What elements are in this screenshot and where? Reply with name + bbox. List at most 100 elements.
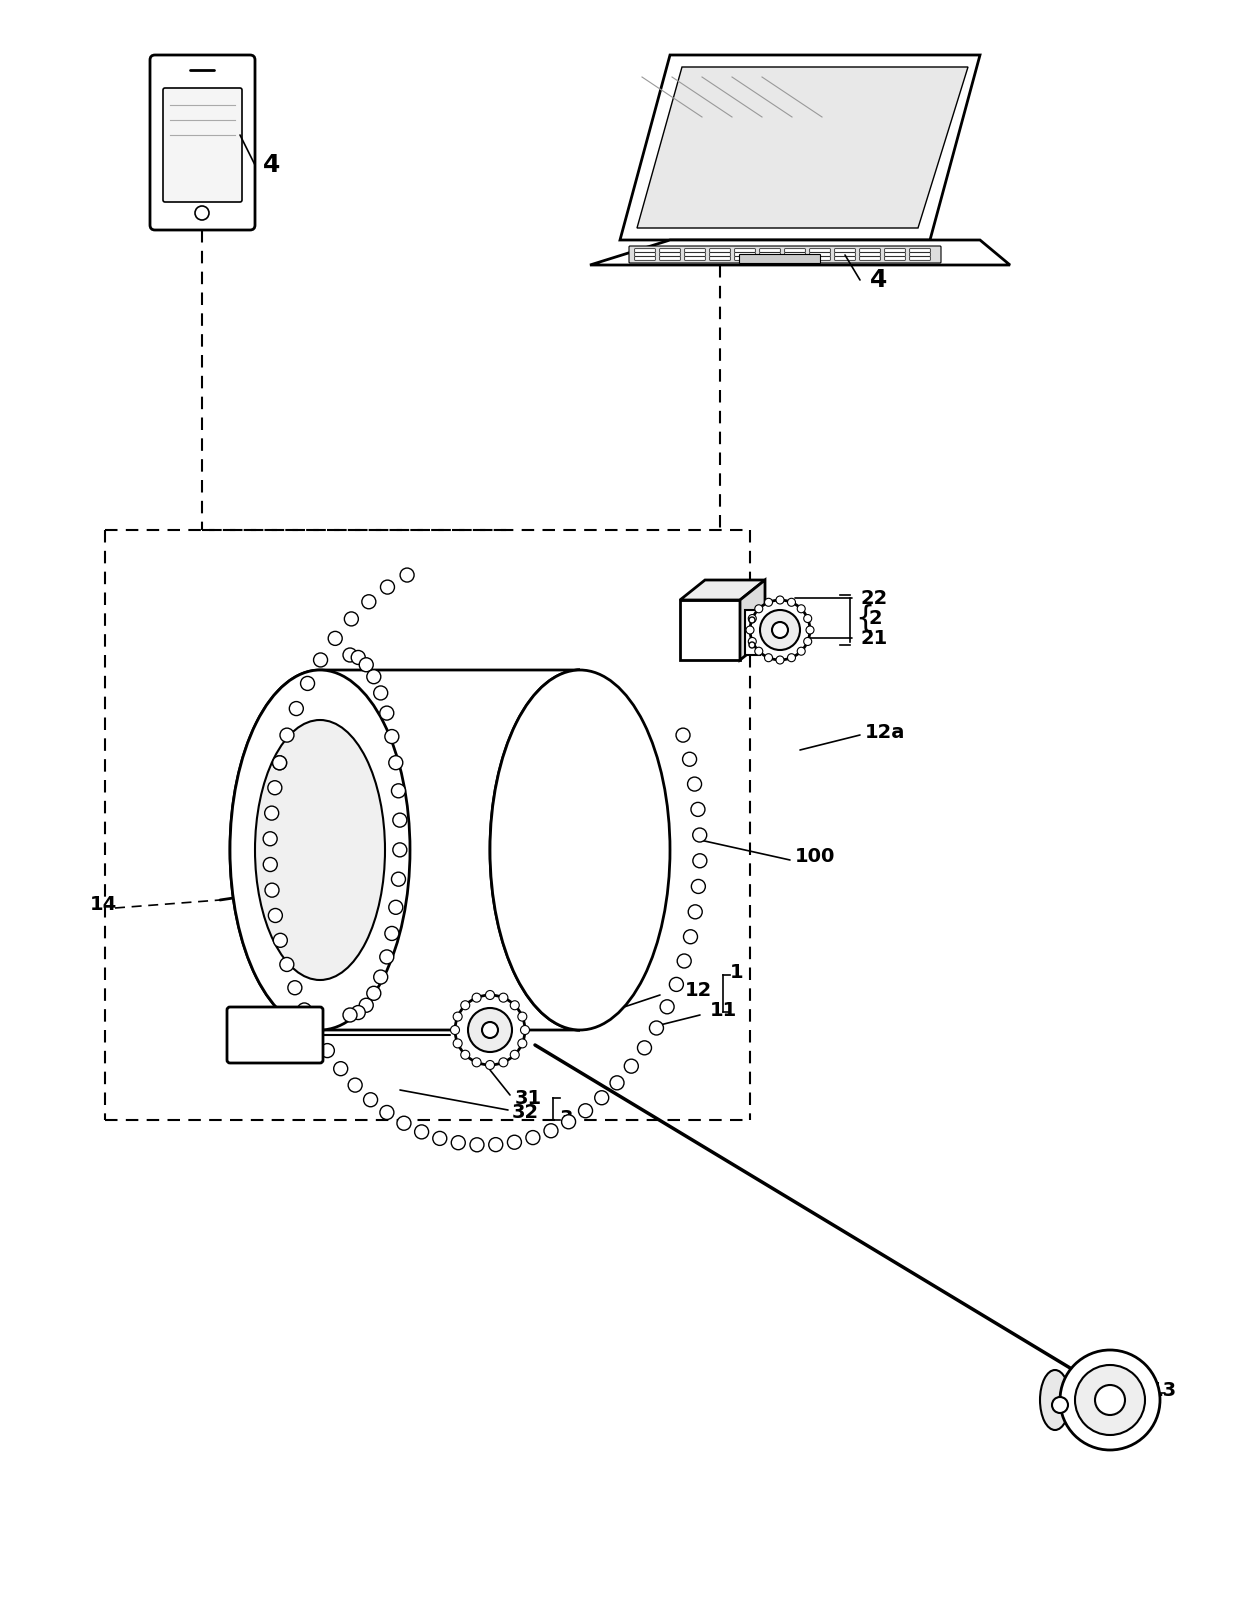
Circle shape	[329, 632, 342, 646]
Circle shape	[693, 854, 707, 868]
Ellipse shape	[1040, 1369, 1070, 1431]
Circle shape	[486, 991, 495, 999]
Circle shape	[461, 1050, 470, 1060]
FancyBboxPatch shape	[162, 89, 242, 201]
FancyBboxPatch shape	[739, 255, 821, 264]
Circle shape	[289, 701, 304, 715]
FancyBboxPatch shape	[684, 253, 706, 256]
Circle shape	[1060, 1350, 1159, 1450]
Circle shape	[624, 1058, 639, 1073]
Circle shape	[367, 986, 381, 1000]
Circle shape	[637, 1041, 651, 1055]
Polygon shape	[740, 580, 765, 661]
Circle shape	[755, 604, 763, 612]
Circle shape	[389, 901, 403, 915]
Text: 21: 21	[861, 628, 888, 648]
Text: 4: 4	[263, 153, 280, 177]
Circle shape	[521, 1026, 529, 1034]
Circle shape	[755, 648, 763, 656]
Circle shape	[507, 1136, 522, 1149]
Circle shape	[389, 756, 403, 770]
Text: 11: 11	[711, 1000, 738, 1020]
Circle shape	[300, 677, 315, 691]
FancyBboxPatch shape	[910, 256, 930, 261]
Circle shape	[453, 1012, 463, 1021]
Circle shape	[195, 206, 210, 221]
Circle shape	[787, 654, 796, 662]
Circle shape	[677, 954, 691, 968]
Circle shape	[268, 781, 281, 794]
FancyBboxPatch shape	[635, 253, 655, 256]
Polygon shape	[620, 55, 980, 240]
FancyBboxPatch shape	[734, 253, 755, 256]
FancyBboxPatch shape	[810, 248, 831, 253]
Circle shape	[518, 1012, 527, 1021]
Circle shape	[750, 599, 810, 661]
Circle shape	[498, 992, 508, 1002]
Polygon shape	[637, 68, 968, 229]
Circle shape	[804, 614, 812, 622]
Circle shape	[765, 654, 773, 662]
Circle shape	[455, 996, 525, 1065]
Text: 4: 4	[870, 267, 888, 292]
Circle shape	[367, 670, 381, 683]
Circle shape	[1052, 1397, 1068, 1413]
Circle shape	[472, 1058, 481, 1066]
Circle shape	[393, 814, 407, 826]
Circle shape	[393, 843, 407, 857]
FancyBboxPatch shape	[709, 256, 730, 261]
Circle shape	[765, 598, 773, 606]
Circle shape	[498, 1058, 508, 1066]
FancyBboxPatch shape	[910, 253, 930, 256]
Circle shape	[379, 950, 394, 963]
Circle shape	[453, 1039, 463, 1047]
FancyBboxPatch shape	[660, 256, 681, 261]
Text: 1: 1	[730, 962, 744, 981]
FancyBboxPatch shape	[684, 248, 706, 253]
Circle shape	[787, 598, 796, 606]
Circle shape	[362, 594, 376, 609]
Circle shape	[482, 1021, 498, 1037]
Circle shape	[804, 638, 812, 646]
Circle shape	[379, 706, 394, 720]
FancyBboxPatch shape	[734, 256, 755, 261]
Circle shape	[360, 999, 373, 1012]
Text: 31: 31	[515, 1089, 542, 1107]
Text: 32: 32	[512, 1102, 539, 1121]
Polygon shape	[229, 670, 580, 1029]
Circle shape	[676, 728, 689, 743]
Circle shape	[748, 614, 756, 622]
Circle shape	[343, 648, 357, 662]
FancyBboxPatch shape	[635, 256, 655, 261]
Circle shape	[610, 1076, 624, 1089]
Circle shape	[595, 1091, 609, 1105]
Circle shape	[273, 933, 288, 947]
Circle shape	[670, 978, 683, 991]
Polygon shape	[680, 580, 765, 599]
Circle shape	[773, 622, 787, 638]
FancyBboxPatch shape	[635, 248, 655, 253]
Circle shape	[806, 627, 813, 635]
Circle shape	[579, 1104, 593, 1118]
Text: 12: 12	[684, 981, 712, 999]
FancyBboxPatch shape	[785, 248, 805, 253]
Circle shape	[314, 652, 327, 667]
Circle shape	[486, 1060, 495, 1070]
Circle shape	[682, 752, 697, 767]
Circle shape	[273, 756, 286, 770]
Circle shape	[268, 909, 283, 923]
Circle shape	[660, 1000, 675, 1013]
Circle shape	[1075, 1365, 1145, 1435]
Circle shape	[351, 651, 366, 664]
Bar	[745, 611, 760, 656]
FancyBboxPatch shape	[660, 253, 681, 256]
Circle shape	[384, 926, 399, 941]
Circle shape	[562, 1115, 575, 1129]
Circle shape	[467, 1008, 512, 1052]
Circle shape	[518, 1039, 527, 1047]
FancyBboxPatch shape	[884, 248, 905, 253]
FancyBboxPatch shape	[810, 253, 831, 256]
Circle shape	[280, 728, 294, 743]
Circle shape	[433, 1131, 446, 1145]
Circle shape	[683, 930, 697, 944]
